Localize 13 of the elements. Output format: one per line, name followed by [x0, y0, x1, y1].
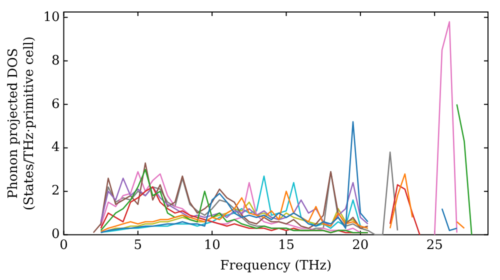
y-tick-label: 6	[51, 96, 60, 112]
y-tick-label: 4	[51, 140, 60, 156]
x-tick-label: 25	[426, 238, 443, 253]
y-tick-label: 8	[51, 53, 60, 68]
y-tick-label: 10	[43, 10, 60, 25]
x-tick-label: 15	[278, 238, 295, 253]
y-axis-title: Phonon projected DOS (States/THz·primitive cell)	[6, 36, 37, 210]
x-axis-title: Frequency (THz)	[220, 258, 332, 274]
x-tick-label: 10	[204, 238, 220, 253]
y-tick-label: 2	[51, 184, 60, 199]
y-tick-label: 0	[51, 227, 60, 242]
x-tick-label: 5	[134, 238, 142, 253]
x-tick-label: 20	[352, 238, 369, 253]
